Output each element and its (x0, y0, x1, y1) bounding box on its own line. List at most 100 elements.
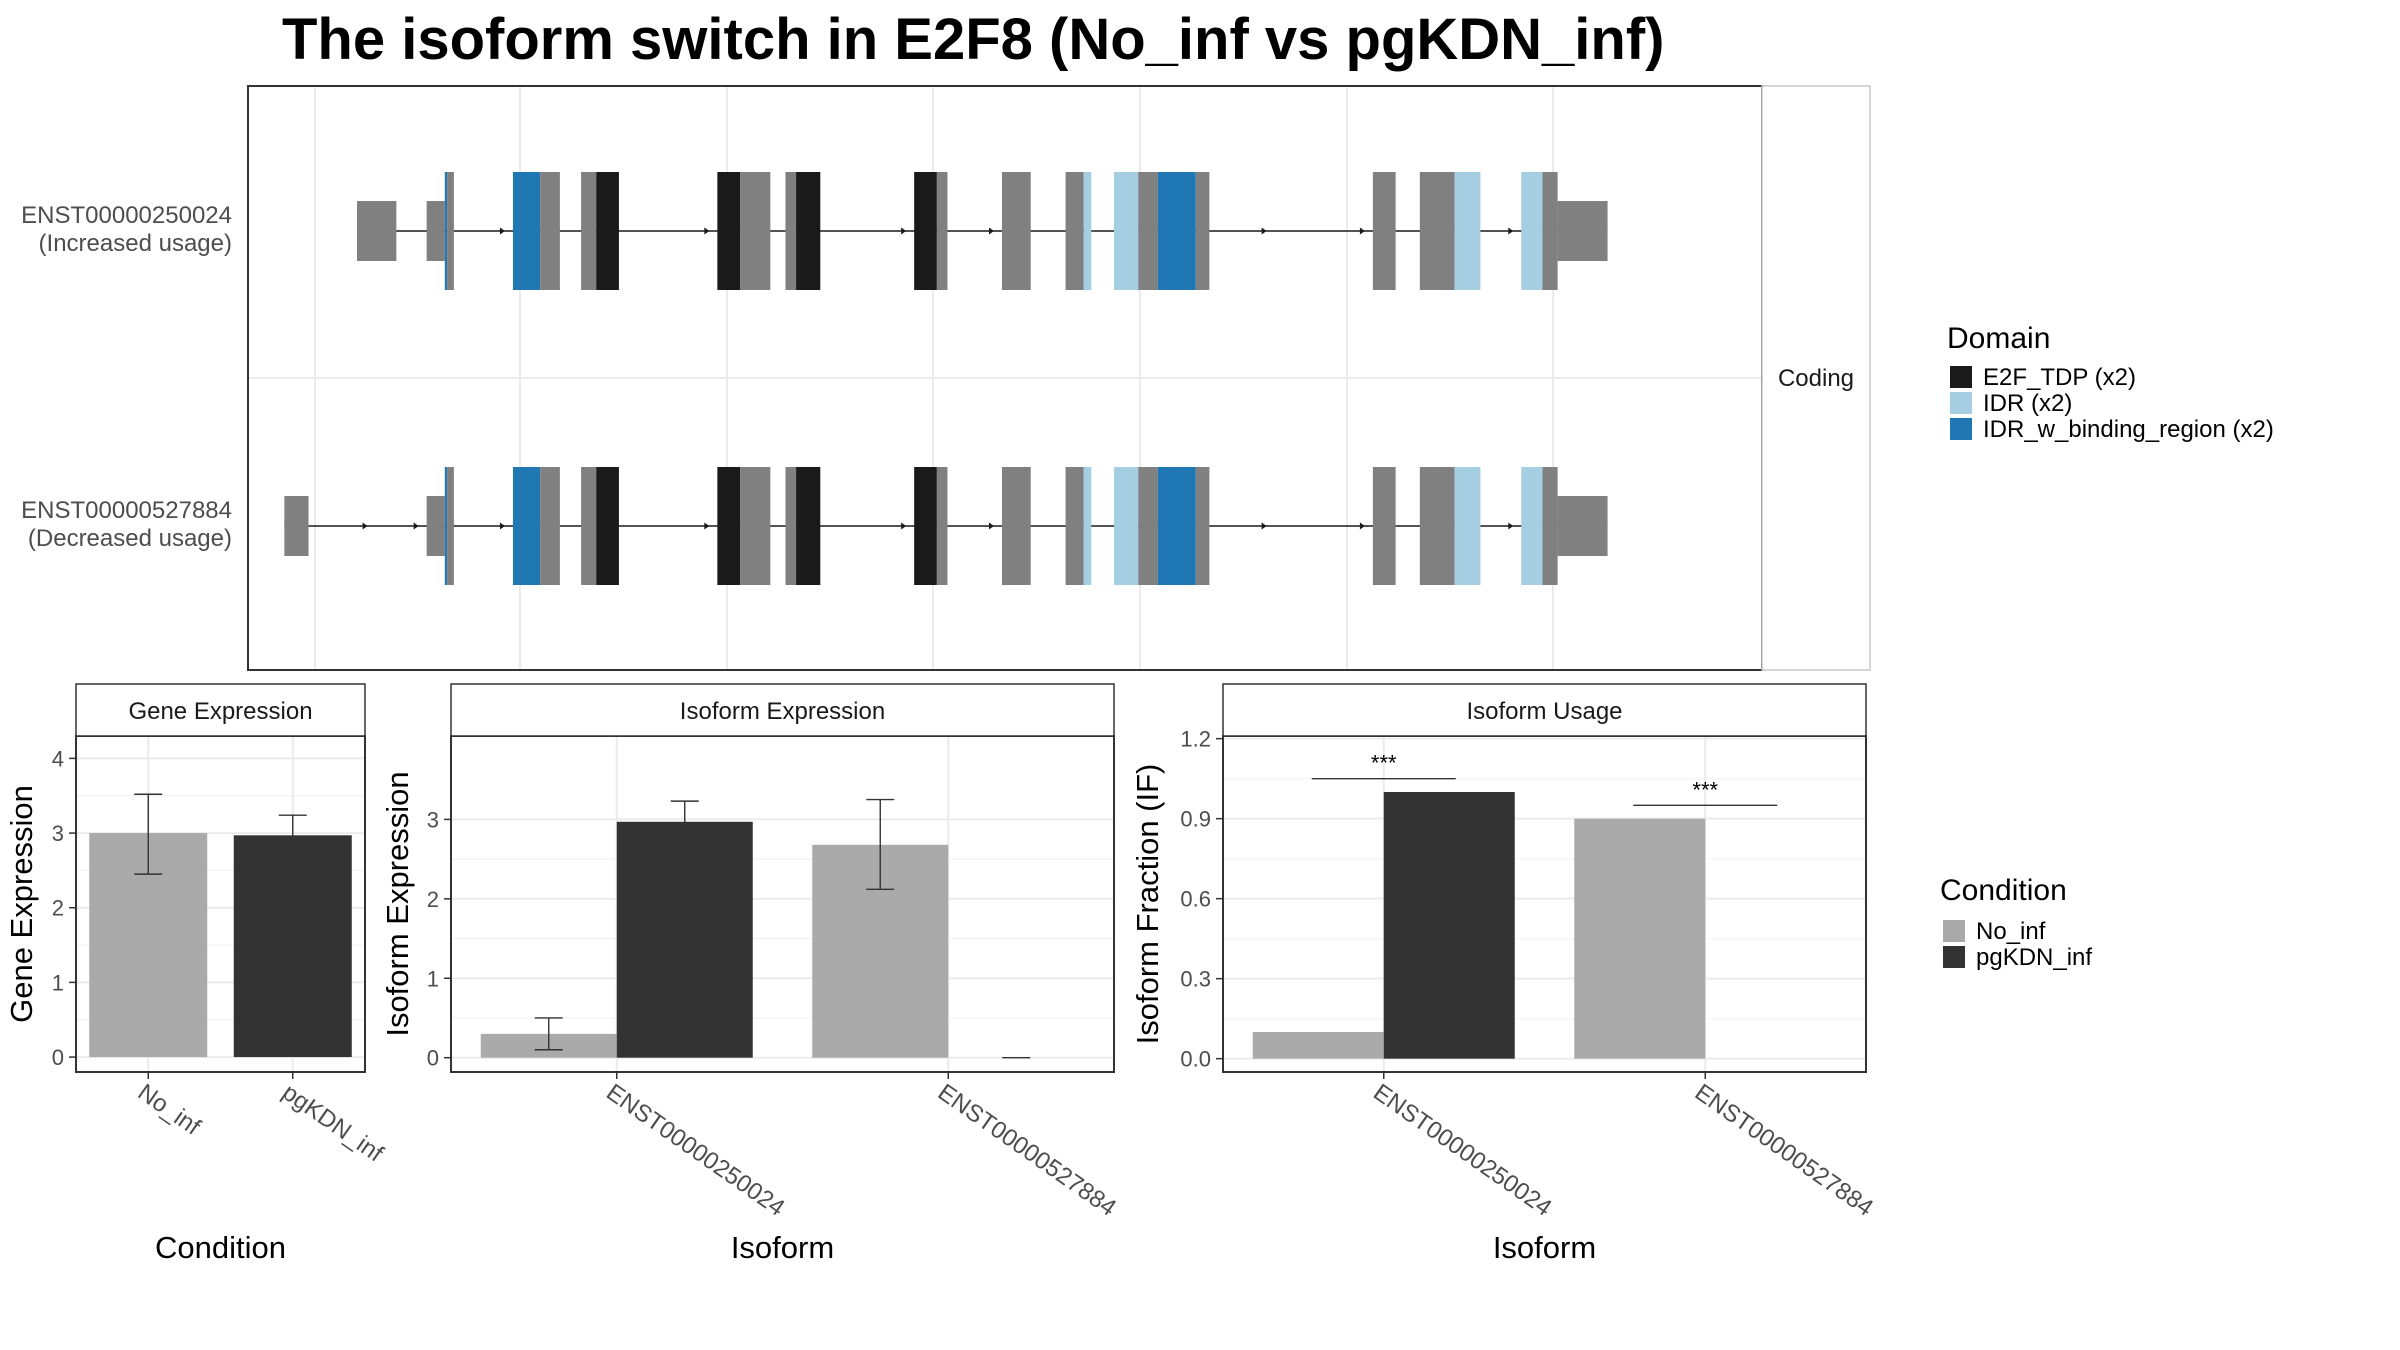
exon-block (581, 172, 597, 290)
intron-arrow (499, 227, 505, 235)
gene-expression-xlabel: Condition (155, 1230, 286, 1265)
isoform-usage-background (1223, 736, 1866, 1072)
exon-block (740, 467, 771, 585)
domain-segment (796, 172, 821, 290)
isoform-usage-panel: *** *** Isoform Usage 0.0 0.3 0.6 0.9 1.2 ENST00… (1130, 683, 1878, 1265)
gene-expression-ytick-label: 3 (52, 821, 64, 846)
significance-label: *** (1371, 751, 1397, 776)
isoform-label-id: ENST00000250024 (21, 202, 232, 229)
isoform-expression-bar (616, 821, 753, 1058)
isoform-usage-ylabel: Isoform Fraction (IF) (1130, 764, 1165, 1045)
domain-segment (596, 172, 619, 290)
exon-block (1138, 172, 1158, 290)
isoform-usage-bar (1383, 792, 1515, 1059)
gene-expression-ytick-label: 2 (52, 896, 64, 921)
exon-block (936, 172, 948, 290)
isoform-label-usage: (Decreased usage) (28, 525, 232, 552)
condition-legend-label: pgKDN_inf (1976, 944, 2092, 971)
isoform-usage-strip (1222, 683, 1867, 737)
coding-strip-label: Coding (1778, 365, 1854, 392)
exon-block (1557, 201, 1608, 261)
exon-block (1542, 467, 1558, 585)
isoform-expression-xtick-label: ENST00000250024 (601, 1079, 789, 1222)
gene-expression-ytick-label: 4 (52, 746, 64, 771)
isoform-usage-bar (1252, 1032, 1384, 1059)
exon-block (936, 467, 948, 585)
domain-segment (1521, 172, 1543, 290)
domain-segment (796, 467, 821, 585)
domain-segment (1454, 467, 1481, 585)
condition-legend-label: No_inf (1976, 918, 2046, 945)
exon-block (785, 172, 797, 290)
isoform-expression-ytick-label: 1 (427, 966, 439, 991)
domain-segment (914, 172, 937, 290)
domain-segment (717, 172, 741, 290)
gene-expression-strip (75, 683, 366, 737)
exon-block (540, 172, 560, 290)
gene-expression-strip-label: Gene Expression (128, 698, 312, 725)
domain-segment (1454, 172, 1481, 290)
gene-expression-bar (233, 835, 352, 1058)
exon-block (426, 496, 445, 556)
domain-legend-title: Domain (1947, 322, 2050, 355)
isoform-expression-ytick-label: 0 (427, 1046, 439, 1071)
domain-legend-label: E2F_TDP (x2) (1983, 364, 2136, 391)
figure-title: The isoform switch in E2F8 (No_inf vs pg… (282, 7, 1665, 72)
isoform-usage-xtick-label: ENST00000527884 (1690, 1079, 1878, 1222)
exon-block (1138, 467, 1158, 585)
domain-segment (596, 467, 619, 585)
intron-arrow (1508, 522, 1514, 530)
significance-label: *** (1692, 777, 1718, 802)
intron-arrow (1261, 227, 1267, 235)
intron-arrow (901, 522, 907, 530)
domain-legend-swatch (1950, 366, 1972, 388)
domain-segment (1114, 172, 1139, 290)
domain-segment (512, 172, 541, 290)
exon-block (1372, 467, 1396, 585)
exon-block (1557, 496, 1608, 556)
intron-arrow (1261, 522, 1267, 530)
condition-legend-title: Condition (1940, 874, 2067, 907)
exon-block (447, 467, 454, 585)
isoform-expression-ytick-label: 3 (427, 807, 439, 832)
exon-block (1542, 172, 1558, 290)
domain-segment (444, 467, 448, 585)
intron-arrow (988, 227, 994, 235)
isoform-usage-ytick-label: 1.2 (1180, 727, 1211, 752)
domain-segment (1114, 467, 1139, 585)
domain-legend-label: IDR (x2) (1983, 390, 2072, 417)
domain-segment (1083, 467, 1092, 585)
gene-expression-ytick-label: 1 (52, 970, 64, 995)
isoform-usage-strip-label: Isoform Usage (1466, 698, 1622, 725)
isoform-usage-ytick-label: 0.9 (1180, 807, 1211, 832)
domain-segment (717, 467, 741, 585)
domain-segment (444, 172, 448, 290)
intron-arrow (988, 522, 994, 530)
condition-legend-swatch (1943, 946, 1965, 968)
domain-legend-swatch (1950, 418, 1972, 440)
intron-arrow (704, 227, 710, 235)
gene-expression-xtick-label: pgKDN_inf (277, 1079, 388, 1168)
domain-segment (914, 467, 937, 585)
gene-expression-panel: Gene Expression 0 1 2 3 4 No_inf pgKDN_inf Condi… (4, 683, 388, 1265)
isoform-usage-ytick-label: 0.3 (1180, 967, 1211, 992)
isoform-expression-ytick-label: 2 (427, 887, 439, 912)
intron-arrow (1359, 227, 1365, 235)
domain-legend: Domain E2F_TDP (x2)IDR (x2)IDR_w_binding_… (1947, 322, 2274, 443)
isoform-label-id: ENST00000527884 (21, 497, 232, 524)
isoform-usage-xtick-label: ENST00000250024 (1368, 1079, 1556, 1222)
exon-block (426, 201, 445, 261)
isoform-expression-strip (450, 683, 1115, 737)
exon-block (357, 201, 397, 261)
isoform-label-usage: (Increased usage) (39, 230, 232, 257)
condition-legend-swatch (1943, 920, 1965, 942)
exon-block (1065, 172, 1084, 290)
exon-block (447, 172, 454, 290)
domain-segment (1521, 467, 1543, 585)
isoform-usage-ytick-label: 0.6 (1180, 887, 1211, 912)
exon-block (581, 467, 597, 585)
exon-block (1419, 467, 1455, 585)
